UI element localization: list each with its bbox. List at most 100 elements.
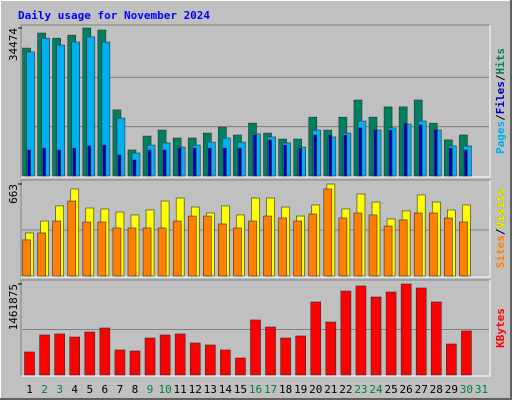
x-tick-label: 26 xyxy=(400,383,413,396)
x-tick-label: 2 xyxy=(41,383,48,396)
bar xyxy=(144,337,156,376)
legend-separator: / xyxy=(494,114,507,121)
bar xyxy=(87,145,92,177)
bar xyxy=(112,227,122,277)
bar xyxy=(398,219,408,277)
bar xyxy=(278,217,287,277)
bar xyxy=(328,134,333,177)
bar xyxy=(253,134,257,177)
legend-entry: Visits xyxy=(494,189,507,229)
bar xyxy=(235,357,246,376)
x-tick-label: 5 xyxy=(86,383,93,396)
bar xyxy=(72,147,77,177)
bar xyxy=(114,349,126,376)
legend-entry: Hits xyxy=(494,48,507,75)
bar xyxy=(383,225,393,277)
bar xyxy=(238,147,242,177)
x-tick-label: 22 xyxy=(339,383,352,396)
bar xyxy=(373,129,378,177)
bar xyxy=(459,221,468,277)
x-tick-label: 28 xyxy=(430,383,443,396)
bar xyxy=(250,319,261,376)
legend-entry: KBytes xyxy=(494,308,507,348)
bar xyxy=(263,215,272,277)
x-tick-label: 11 xyxy=(174,383,187,396)
legend: Sites/Visits xyxy=(494,189,507,269)
y-tick-label: 34474 xyxy=(7,28,20,61)
bar xyxy=(400,283,412,376)
bar xyxy=(265,326,276,376)
bar xyxy=(353,212,363,277)
x-tick-label: 16 xyxy=(249,383,262,396)
bar xyxy=(293,220,302,277)
bar xyxy=(370,296,382,376)
bar xyxy=(283,144,287,177)
panel-edge xyxy=(21,180,491,278)
bar xyxy=(310,301,322,376)
bar xyxy=(355,285,367,376)
bar xyxy=(325,321,337,376)
bar xyxy=(323,188,333,277)
x-tick-label: 25 xyxy=(384,383,397,396)
bar xyxy=(24,351,35,376)
bar xyxy=(430,301,442,376)
bar xyxy=(203,215,212,277)
x-tick-label: 20 xyxy=(309,383,322,396)
x-tick-label: 9 xyxy=(147,383,154,396)
x-tick-label: 15 xyxy=(234,383,247,396)
legend-entry: Files xyxy=(494,81,507,114)
bar xyxy=(446,343,457,376)
bar xyxy=(233,227,242,277)
bar xyxy=(67,200,77,277)
bar xyxy=(52,220,61,277)
x-tick-label: 29 xyxy=(445,383,458,396)
bar xyxy=(37,232,46,277)
bar xyxy=(444,217,453,277)
bar xyxy=(162,149,167,177)
x-tick-label: 6 xyxy=(102,383,109,396)
bar xyxy=(313,134,318,177)
bar xyxy=(280,337,291,376)
panel-edge xyxy=(21,25,491,178)
bar xyxy=(177,147,182,177)
bar xyxy=(415,287,427,376)
bar xyxy=(82,221,92,277)
bar xyxy=(39,334,50,376)
bar xyxy=(418,124,423,177)
bar xyxy=(385,291,397,376)
bar xyxy=(413,212,423,277)
bar xyxy=(189,342,201,376)
x-tick-label: 3 xyxy=(56,383,63,396)
bar xyxy=(268,139,272,177)
y-tick-label: 1461875 xyxy=(7,284,20,330)
bar xyxy=(223,147,227,177)
x-tick-label: 8 xyxy=(132,383,139,396)
bar xyxy=(464,149,468,177)
chart-title: Daily usage for November 2024 xyxy=(18,9,210,22)
bar xyxy=(433,129,438,177)
legend-separator: / xyxy=(494,74,507,81)
legend: KBytes xyxy=(494,308,507,348)
bar xyxy=(127,227,137,277)
x-tick-label: 1 xyxy=(26,383,33,396)
bar xyxy=(132,159,137,177)
x-tick-label: 31 xyxy=(475,383,488,396)
bar xyxy=(84,331,96,376)
y-tick-label: 663 xyxy=(7,184,20,204)
x-tick-label: 27 xyxy=(415,383,428,396)
x-tick-label: 4 xyxy=(71,383,78,396)
x-tick-label: 19 xyxy=(294,383,307,396)
bar xyxy=(358,127,363,177)
x-tick-label: 10 xyxy=(158,383,171,396)
bar xyxy=(428,212,438,277)
bar xyxy=(338,217,348,277)
x-tick-label: 17 xyxy=(264,383,277,396)
bar xyxy=(403,122,408,177)
bar xyxy=(298,147,302,177)
bar xyxy=(147,149,152,177)
bar xyxy=(97,221,107,277)
legend-entry: Pages xyxy=(494,121,507,154)
x-tick-label: 13 xyxy=(204,383,217,396)
